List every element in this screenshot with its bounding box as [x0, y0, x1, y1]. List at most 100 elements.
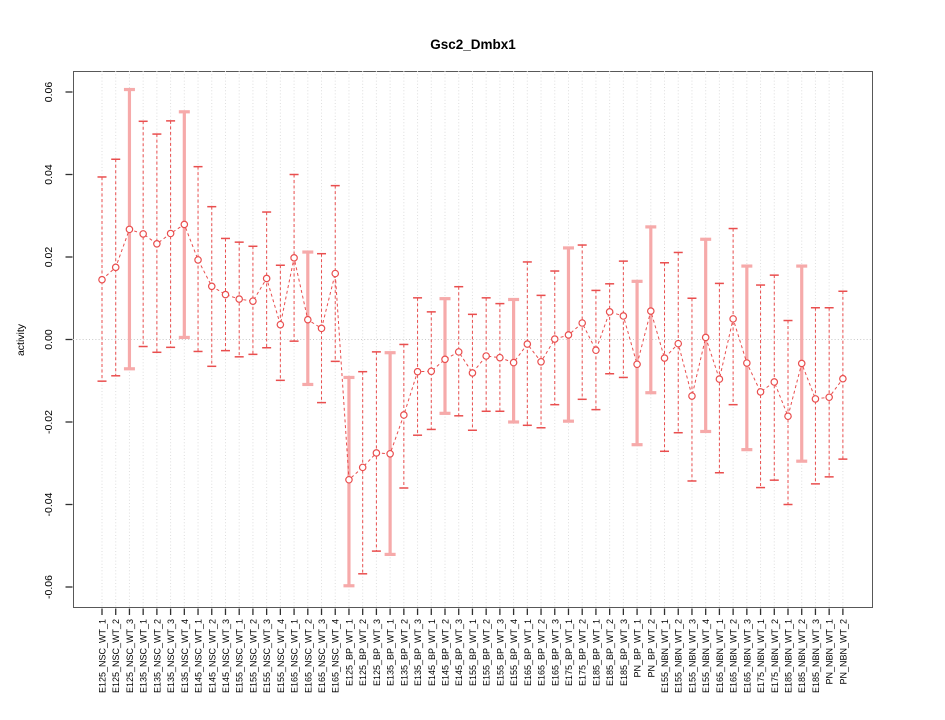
data-point [509, 358, 518, 367]
data-point [358, 463, 367, 472]
x-tick-label: E135_NSC_WT_2 [152, 619, 162, 693]
data-point [317, 324, 326, 333]
x-tick-label: E135_BP_WT_3 [413, 619, 423, 686]
data-point [290, 254, 298, 262]
y-tick-label: 0.06 [43, 82, 55, 103]
data-point [523, 340, 532, 348]
x-tick-label: E165_BP_WT_1 [523, 619, 533, 686]
x-tick-label: E165_NBN_WT_1 [715, 619, 725, 693]
data-point [180, 220, 189, 229]
x-tick-label: E155_NSC_WT_1 [235, 619, 245, 693]
data-point [386, 449, 394, 458]
data-point [400, 411, 408, 419]
x-tick-label: E125_BP_WT_3 [372, 619, 382, 686]
data-point [770, 378, 779, 386]
data-point [98, 275, 106, 284]
x-tick-label: E165_NBN_WT_2 [729, 619, 739, 693]
data-point [811, 395, 820, 403]
x-tick-label: E185_BP_WT_1 [591, 619, 601, 686]
x-tick-label: E135_NSC_WT_3 [166, 619, 176, 693]
x-axis-tick-labels: E125_NSC_WT_1 E125_NSC_WT_2 E125_NSC_WT_3 E… [98, 619, 849, 693]
data-point [249, 297, 257, 305]
data-point [372, 449, 381, 457]
y-tick-label: -0.04 [43, 492, 55, 516]
data-point [825, 393, 833, 402]
data-point [262, 274, 271, 283]
y-tick-label: -0.02 [43, 410, 55, 434]
data-point [111, 263, 120, 272]
data-point [235, 295, 244, 303]
x-tick-label: E155_NBN_WT_3 [687, 619, 697, 693]
data-point [276, 320, 285, 329]
data-point [331, 269, 340, 278]
x-tick-label: E155_NSC_WT_4 [276, 619, 286, 693]
y-tick-label: 0.02 [43, 247, 55, 268]
series-line [101, 223, 844, 481]
data-point [153, 240, 161, 248]
data-point [207, 282, 216, 291]
data-point [592, 346, 600, 355]
x-tick-label: PN_NBN_WT_2 [838, 619, 848, 685]
x-tick-label: E145_NSC_WT_3 [221, 619, 231, 693]
x-tick-label: E175_NBN_WT_1 [756, 619, 766, 693]
data-point [345, 475, 353, 484]
x-tick-label: E175_NBN_WT_2 [770, 619, 780, 693]
x-tick-label: PN_BP_WT_1 [633, 619, 643, 678]
data-point [139, 230, 147, 238]
y-axis-tick-labels: 0.06 0.04 0.02 0.00 -0.02 -0.04 -0.06 [43, 82, 55, 599]
data-point [441, 355, 449, 364]
x-tick-label: E185_NBN_WT_1 [784, 619, 794, 693]
x-tick-label: PN_NBN_WT_1 [825, 619, 835, 685]
data-point [496, 353, 504, 362]
x-tick-label: E145_NSC_WT_1 [194, 619, 204, 693]
data-point [633, 360, 641, 369]
data-point [605, 308, 614, 316]
x-tick-label: E155_NBN_WT_1 [660, 619, 670, 693]
y-tick-label: -0.06 [43, 575, 55, 599]
data-point [701, 333, 710, 342]
x-tick-label: E125_BP_WT_1 [344, 619, 354, 686]
y-tick-label: 0.04 [43, 164, 55, 185]
x-tick-label: E165_NSC_WT_4 [331, 619, 341, 693]
data-point [715, 375, 724, 383]
x-tick-label: E165_BP_WT_2 [537, 619, 547, 686]
data-point [688, 392, 696, 400]
x-tick-label: E125_NSC_WT_1 [98, 619, 108, 693]
data-point [839, 374, 847, 383]
data-point [729, 315, 737, 323]
x-tick-label: E185_BP_WT_2 [605, 619, 615, 686]
x-tick-label: E185_BP_WT_3 [619, 619, 629, 686]
data-point [537, 357, 545, 366]
x-tick-label: E165_NSC_WT_2 [303, 619, 313, 693]
data-point [784, 412, 792, 421]
x-tick-label: E175_BP_WT_1 [564, 619, 574, 686]
x-tick-label: E175_BP_WT_2 [578, 619, 588, 686]
data-point [125, 225, 134, 234]
x-tick-label: E135_NSC_WT_4 [180, 619, 190, 693]
data-point [166, 229, 175, 238]
y-tick-label: 0.00 [43, 329, 55, 350]
x-tick-label: E145_NSC_WT_2 [207, 619, 217, 693]
data-point [413, 367, 422, 376]
x-tick-label: E185_NBN_WT_3 [811, 619, 821, 693]
data-points [98, 220, 847, 484]
data-point [482, 352, 490, 360]
data-point [797, 359, 806, 368]
y-axis-ticks [65, 91, 73, 588]
x-tick-label: PN_BP_WT_2 [646, 619, 656, 678]
data-point [756, 388, 765, 396]
data-point [578, 319, 587, 327]
x-tick-label: E145_BP_WT_1 [427, 619, 437, 686]
data-point [564, 331, 573, 339]
x-tick-label: E125_NSC_WT_3 [125, 619, 135, 693]
data-point [454, 348, 463, 356]
data-point [674, 339, 683, 348]
x-tick-label: E155_NSC_WT_2 [248, 619, 258, 693]
x-tick-label: E135_BP_WT_2 [399, 619, 409, 686]
x-tick-label: E155_NSC_WT_3 [262, 619, 272, 693]
x-axis-ticks [101, 608, 844, 615]
x-tick-label: E155_BP_WT_4 [509, 619, 519, 686]
x-tick-label: E165_NSC_WT_1 [290, 619, 300, 693]
x-tick-label: E185_NBN_WT_2 [797, 619, 807, 693]
